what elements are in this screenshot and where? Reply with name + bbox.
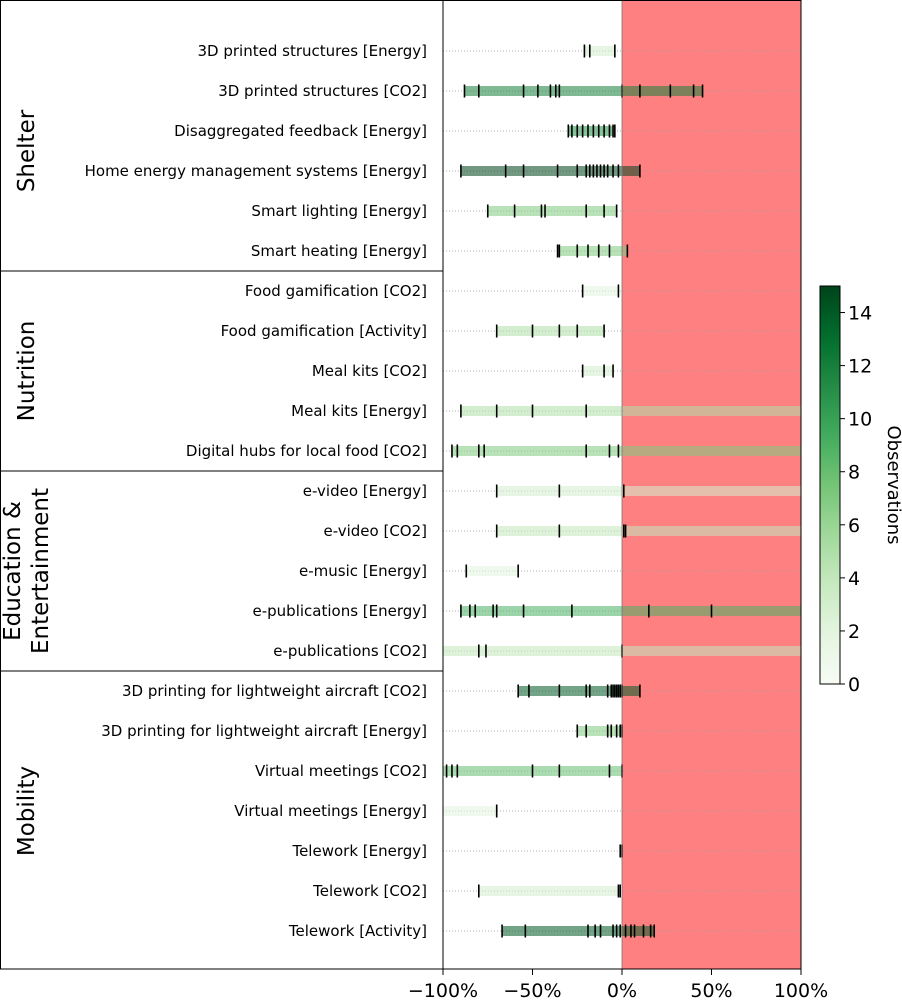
x-tick-label: 100% [774, 980, 828, 1001]
range-bar [460, 166, 640, 176]
row-label: Virtual meetings [CO2] [255, 762, 427, 780]
row-label: Smart heating [Energy] [251, 242, 427, 260]
range-bar [584, 46, 615, 56]
x-tick-label: −50% [503, 980, 561, 1001]
row-label: Meal kits [Energy] [291, 402, 427, 420]
range-bar [582, 286, 619, 296]
row-label: Telework [Energy] [291, 842, 427, 860]
x-tick-label: −100% [408, 980, 478, 1001]
colorbar-tick-label: 10 [848, 409, 872, 431]
range-bar [464, 86, 703, 96]
colorbar-ramp [819, 285, 841, 685]
range-bar [557, 246, 628, 256]
row-label: e-publications [Energy] [253, 602, 428, 620]
range-bar [496, 486, 801, 496]
colorbar-tick-label: 8 [848, 462, 860, 484]
range-bar [443, 806, 497, 816]
row-label: e-video [CO2] [323, 522, 427, 540]
row-label: 3D printed structures [Energy] [198, 42, 428, 60]
row-label: Home energy management systems [Energy] [85, 162, 427, 180]
range-bar [502, 926, 655, 936]
row-label: e-music [Energy] [299, 562, 427, 580]
group-label: Shelter [14, 109, 40, 192]
range-bar [451, 446, 801, 456]
background-layer [622, 0, 801, 969]
group-label: Mobility [14, 766, 40, 856]
row-label: Telework [CO2] [312, 882, 427, 900]
group-label: Nutrition [14, 321, 40, 422]
row-label: Virtual meetings [Energy] [234, 802, 427, 820]
row-label: Food gamification [CO2] [245, 282, 427, 300]
row-label: 3D printing for lightweight aircraft [CO… [122, 682, 427, 700]
group-label: Entertainment [28, 488, 54, 654]
row-label: Meal kits [CO2] [312, 362, 427, 380]
range-bar [582, 366, 614, 376]
row-label: 3D printing for lightweight aircraft [En… [101, 722, 427, 740]
observation-ticks-layer [445, 44, 713, 938]
x-tick-label: 0% [607, 980, 637, 1001]
range-bar [496, 326, 605, 336]
colorbar-tick-label: 14 [848, 303, 872, 325]
range-bar [496, 526, 801, 536]
row-label: Disaggregated feedback [Energy] [174, 122, 427, 140]
range-bar [460, 606, 801, 616]
row-label: 3D printed structures [CO2] [218, 82, 427, 100]
range-bar [460, 406, 801, 416]
colorbar: 0 2 4 6 8 10 12 14 Observations [819, 285, 902, 696]
colorbar-label: Observations [883, 426, 902, 545]
row-label: Smart lighting [Energy] [251, 202, 427, 220]
row-label: Digital hubs for local food [CO2] [186, 442, 427, 460]
range-bar [577, 726, 622, 736]
labels-layer: 3D printed structures [Energy] 3D printed… [0, 42, 828, 1001]
range-bar [487, 206, 617, 216]
colorbar-tick-label: 12 [848, 356, 872, 378]
colorbar-tick-label: 4 [848, 568, 860, 590]
colorbar-tick-label: 0 [848, 674, 860, 696]
range-bar [568, 126, 615, 136]
range-bar [518, 686, 640, 696]
range-bar [620, 846, 622, 856]
frame-layer [0, 0, 802, 975]
colorbar-tick-label: 6 [848, 515, 860, 537]
range-bar [466, 566, 519, 576]
x-tick-label: 50% [690, 980, 732, 1001]
row-label: Telework [Activity] [288, 922, 427, 940]
range-bar [478, 886, 621, 896]
row-label: e-publications [CO2] [273, 642, 427, 660]
row-label: Food gamification [Activity] [221, 322, 427, 340]
group-label: Education & [0, 501, 26, 641]
shaded-region [622, 0, 801, 969]
row-label: e-video [Energy] [303, 482, 427, 500]
colorbar-tick-label: 2 [848, 621, 860, 643]
